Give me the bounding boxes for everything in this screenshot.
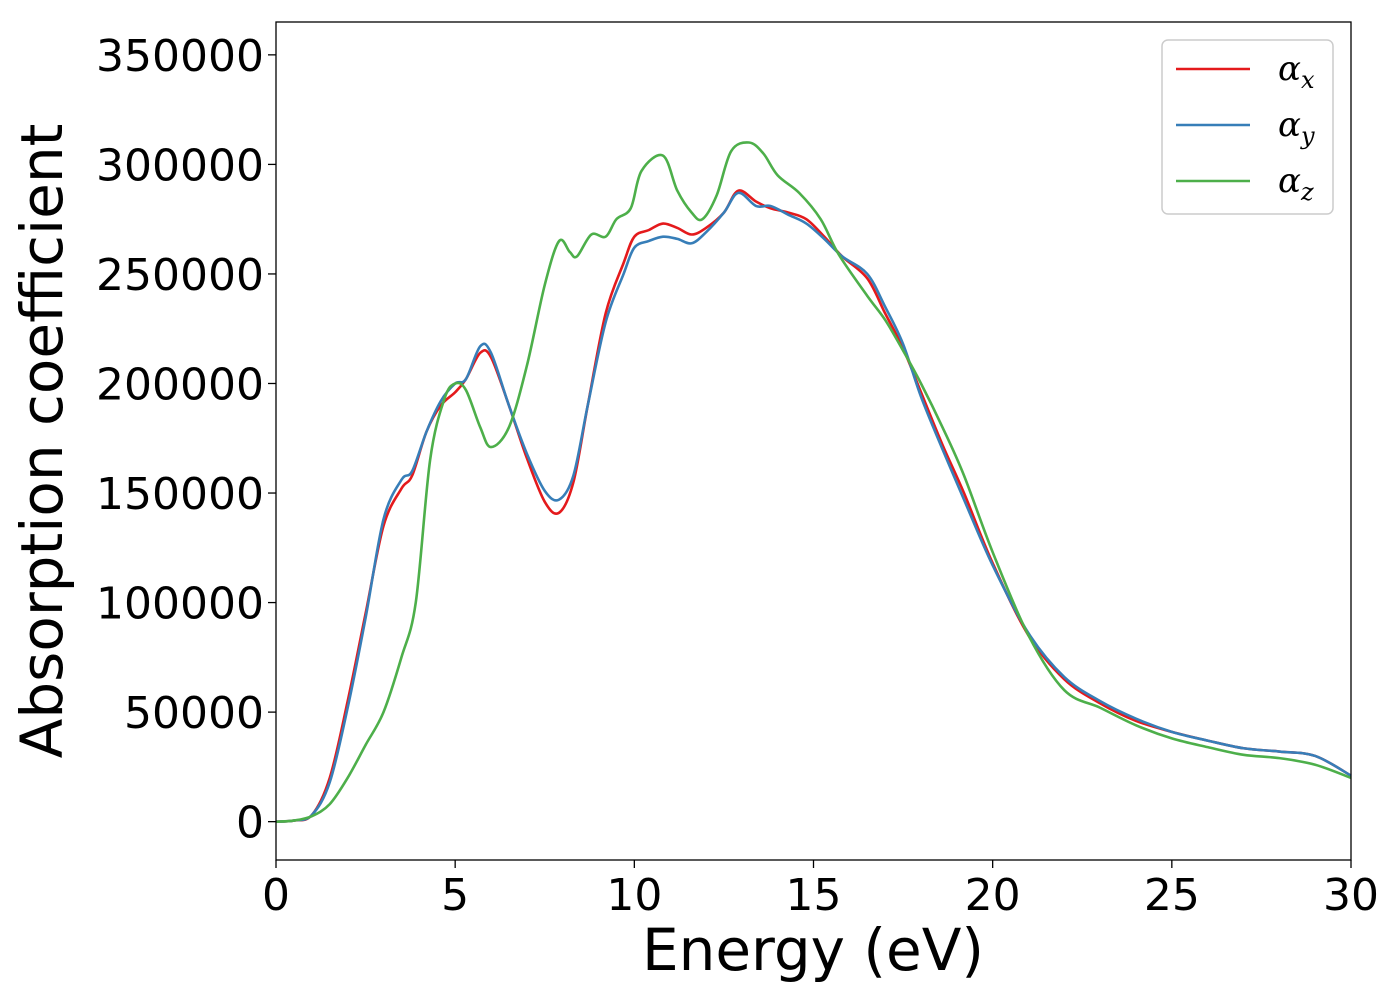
y-tick-label: 200000 — [96, 359, 264, 410]
x-tick-label: 25 — [1144, 870, 1200, 921]
legend-box — [1161, 39, 1334, 215]
x-tick-label: 15 — [786, 870, 842, 921]
y-tick-label: 150000 — [96, 469, 264, 520]
series-lines — [275, 141, 1352, 823]
x-tick-label: 10 — [606, 870, 662, 921]
x-tick-label: 30 — [1323, 870, 1379, 921]
y-tick-label: 0 — [236, 798, 264, 849]
y-tick-label: 300000 — [96, 140, 264, 191]
x-axis-label: Energy (eV) — [642, 916, 984, 984]
y-tick-label: 250000 — [96, 250, 264, 301]
y-axis-label: Absorption coefficient — [8, 124, 76, 759]
y-tick-label: 100000 — [96, 579, 264, 630]
legend-subscript: x — [1301, 66, 1315, 94]
x-tick-label: 5 — [441, 870, 469, 921]
legend-label-x: αx — [1278, 49, 1315, 94]
x-tick-label: 0 — [262, 870, 290, 921]
legend-subscript: y — [1300, 122, 1315, 150]
y-tick-label: 50000 — [124, 688, 264, 739]
x-tick-label: 20 — [965, 870, 1021, 921]
series-line-z — [275, 141, 1352, 823]
series-line-x — [275, 189, 1352, 823]
y-tick-label: 350000 — [96, 31, 264, 82]
axis-ticks: 0 5 10 15 20 25 30 0 50000 100000 150000 200000 2500… — [96, 31, 1379, 921]
series-line-y — [275, 191, 1352, 823]
legend-subscript: z — [1300, 178, 1314, 206]
